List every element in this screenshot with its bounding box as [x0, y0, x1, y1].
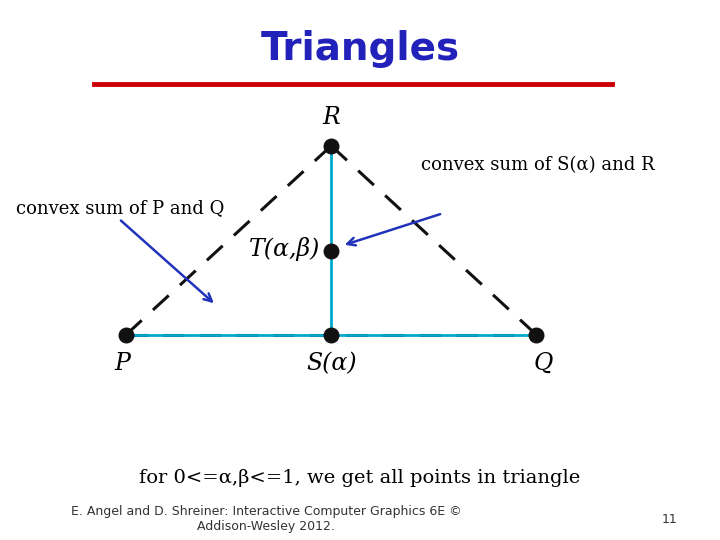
Text: R: R [323, 105, 340, 129]
Text: convex sum of P and Q: convex sum of P and Q [16, 199, 224, 217]
Text: S(α): S(α) [306, 352, 356, 375]
Text: Q: Q [534, 352, 553, 375]
Point [325, 247, 337, 255]
Text: Triangles: Triangles [261, 30, 459, 68]
Text: 11: 11 [662, 513, 678, 526]
Point [325, 141, 337, 150]
Point [325, 330, 337, 339]
Text: P: P [114, 352, 130, 375]
Point [120, 330, 132, 339]
Text: convex sum of S(α) and R: convex sum of S(α) and R [421, 156, 654, 174]
Text: E. Angel and D. Shreiner: Interactive Computer Graphics 6E ©
Addison-Wesley 2012: E. Angel and D. Shreiner: Interactive Co… [71, 505, 462, 534]
Point [531, 330, 542, 339]
Text: for 0<=α,β<=1, we get all points in triangle: for 0<=α,β<=1, we get all points in tria… [140, 469, 580, 487]
Text: T(α,β): T(α,β) [249, 238, 320, 261]
